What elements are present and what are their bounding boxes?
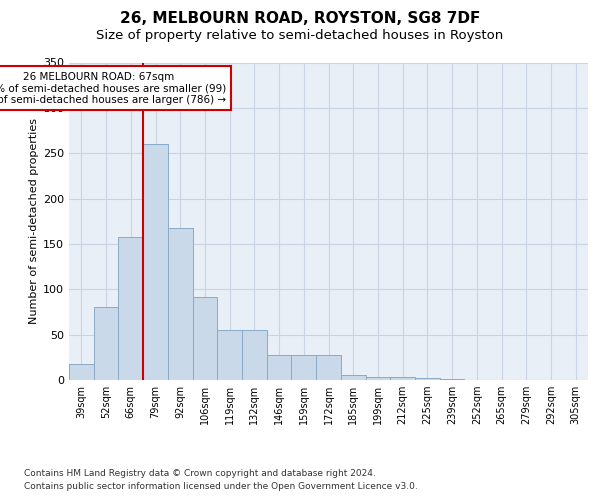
Bar — [440, 379, 464, 380]
Bar — [365, 378, 390, 380]
Bar — [168, 228, 193, 380]
Text: Contains public sector information licensed under the Open Government Licence v3: Contains public sector information licen… — [24, 482, 418, 491]
Bar — [118, 236, 143, 380]
Bar — [341, 374, 365, 380]
Bar — [217, 330, 242, 380]
Bar — [415, 378, 440, 380]
Text: Size of property relative to semi-detached houses in Royston: Size of property relative to semi-detach… — [97, 29, 503, 42]
Y-axis label: Number of semi-detached properties: Number of semi-detached properties — [29, 118, 39, 324]
Bar — [292, 354, 316, 380]
Text: 26, MELBOURN ROAD, ROYSTON, SG8 7DF: 26, MELBOURN ROAD, ROYSTON, SG8 7DF — [120, 11, 480, 26]
Bar — [316, 354, 341, 380]
Bar — [267, 354, 292, 380]
Bar — [94, 308, 118, 380]
Text: Contains HM Land Registry data © Crown copyright and database right 2024.: Contains HM Land Registry data © Crown c… — [24, 468, 376, 477]
Bar — [193, 296, 217, 380]
Bar — [69, 364, 94, 380]
Text: 26 MELBOURN ROAD: 67sqm
← 11% of semi-detached houses are smaller (99)
88% of se: 26 MELBOURN ROAD: 67sqm ← 11% of semi-de… — [0, 72, 226, 105]
Bar — [242, 330, 267, 380]
Bar — [390, 378, 415, 380]
Bar — [143, 144, 168, 380]
